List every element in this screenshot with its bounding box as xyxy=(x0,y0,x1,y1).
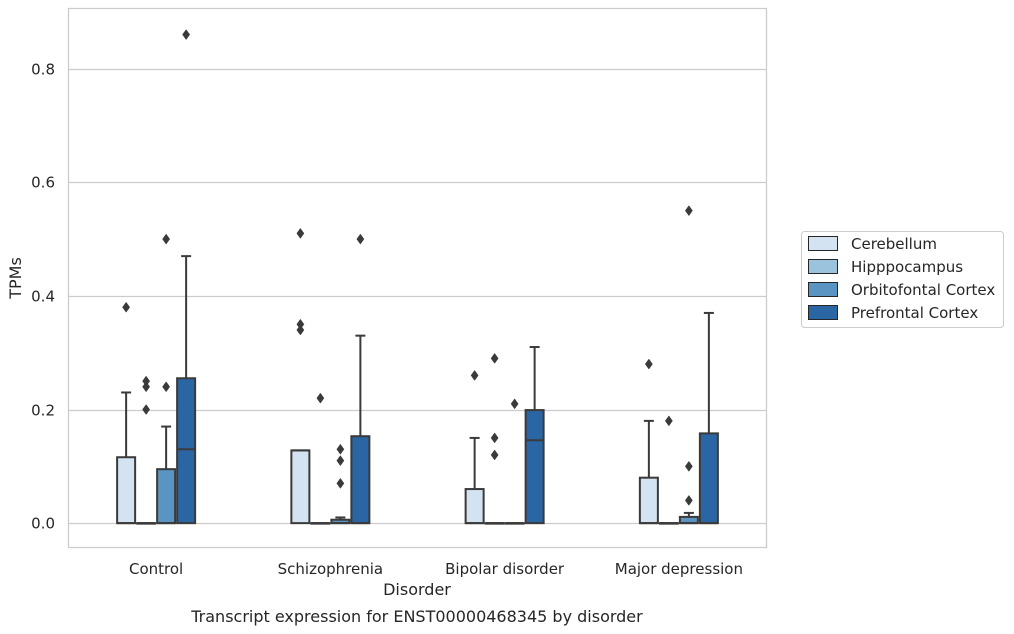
y-tick-label: 0.8 xyxy=(31,61,55,79)
box-groups xyxy=(116,29,719,525)
legend-swatch xyxy=(808,305,838,320)
outlier-point xyxy=(122,301,131,313)
outlier-point xyxy=(470,370,479,381)
legend-swatch xyxy=(808,259,838,274)
x-tick-label: Control xyxy=(129,560,183,578)
outlier-point xyxy=(336,443,345,455)
outlier-point xyxy=(296,227,305,239)
chart-caption: Transcript expression for ENST0000046834… xyxy=(190,607,643,626)
legend-swatch xyxy=(808,282,838,297)
outlier-point xyxy=(644,358,653,370)
outlier-point xyxy=(142,381,151,393)
box-group xyxy=(464,346,545,525)
x-tick-label: Schizophrenia xyxy=(278,560,383,578)
y-tick-label: 0.2 xyxy=(31,402,55,420)
outlier-point xyxy=(296,324,305,336)
box-cerebellum xyxy=(464,488,485,525)
outlier-point xyxy=(684,205,693,217)
box-group xyxy=(116,29,197,525)
y-axis-title: TPMs xyxy=(6,257,25,300)
outlier-point xyxy=(510,398,519,410)
y-tick-label: 0.0 xyxy=(31,515,55,533)
outlier-point xyxy=(490,449,499,461)
box-cerebellum xyxy=(638,476,659,525)
outlier-point xyxy=(142,404,151,415)
legend: Cerebellum Hipppocampus Orbitofontal Corte… xyxy=(801,231,1004,328)
legend-frame xyxy=(801,231,1004,328)
x-axis-ticks: Control Schizophrenia Bipolar disorder Majo… xyxy=(129,560,743,578)
outlier-point xyxy=(336,455,345,467)
outlier-point xyxy=(336,477,345,489)
outlier-point xyxy=(356,233,365,245)
box-group xyxy=(638,205,719,525)
outlier-point xyxy=(162,233,171,245)
y-tick-label: 0.4 xyxy=(31,288,55,306)
outlier-point xyxy=(684,460,693,472)
box-group xyxy=(290,227,371,525)
x-tick-label: Bipolar disorder xyxy=(445,560,565,578)
box-prefrontal-cortex xyxy=(524,409,545,525)
box-cerebellum xyxy=(116,456,137,525)
outlier-point xyxy=(490,432,499,444)
outlier-point xyxy=(182,29,191,40)
box-orbitofontal-cortex xyxy=(156,468,177,525)
box-prefrontal-cortex xyxy=(176,377,197,525)
outlier-point xyxy=(316,392,325,404)
legend-label: Prefrontal Cortex xyxy=(851,304,978,322)
plot-area-frame xyxy=(67,7,768,549)
y-axis-ticks: 0.0 0.2 0.4 0.6 0.8 xyxy=(31,61,55,533)
x-axis-title: Disorder xyxy=(383,580,451,599)
outlier-point xyxy=(490,352,499,364)
legend-swatch xyxy=(808,236,838,251)
outlier-point xyxy=(664,415,673,427)
y-tick-label: 0.6 xyxy=(31,174,55,192)
legend-label: Cerebellum xyxy=(851,235,937,253)
box-prefrontal-cortex xyxy=(698,432,719,525)
outlier-point xyxy=(162,381,171,393)
box-cerebellum xyxy=(290,449,311,525)
x-tick-label: Major depression xyxy=(615,560,743,578)
legend-label: Orbitofontal Cortex xyxy=(851,281,995,299)
legend-label: Hipppocampus xyxy=(851,258,963,276)
box-prefrontal-cortex xyxy=(350,435,371,525)
outlier-point xyxy=(684,494,693,506)
